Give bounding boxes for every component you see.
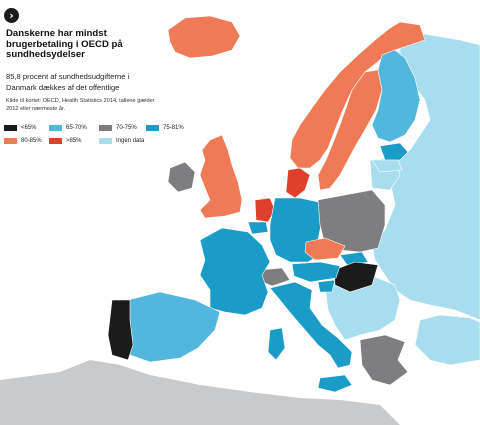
country-finland [371, 49, 421, 143]
country-slovenia [317, 279, 336, 293]
country-latvia [371, 159, 403, 173]
country-belgium [247, 221, 269, 235]
chevron-right-icon[interactable]: › [4, 8, 19, 23]
legend-label-gt85: >85% [66, 138, 82, 144]
legend-item-lt65: <65% [4, 125, 37, 131]
island-sardinia [267, 327, 286, 361]
legend-swatch-65-70 [49, 125, 62, 131]
page-subtitle: 85,8 procent af sundhedsudgifterne i Dan… [6, 72, 130, 92]
legend-label-80-85: 80-85% [21, 138, 42, 144]
legend-swatch-70-75 [99, 125, 112, 131]
legend-item-80-85: 80-85% [4, 138, 42, 144]
country-norway [289, 21, 426, 169]
country-france [199, 227, 271, 316]
africa-landmass [0, 360, 400, 425]
legend-item-65-70: 65-70% [49, 125, 87, 131]
legend-item-70-75: 70-75% [99, 125, 137, 131]
legend-swatch-gt85 [49, 138, 62, 144]
country-hungary [333, 261, 379, 293]
country-italy [269, 281, 353, 369]
country-austria [291, 261, 341, 283]
country-sweden [317, 69, 383, 191]
country-czech-republic [304, 237, 346, 261]
country-united-kingdom [199, 134, 243, 219]
country-estonia [379, 142, 409, 161]
legend-label-nodata: Ingen data [116, 138, 145, 144]
country-spain [127, 291, 221, 363]
country-iceland [167, 15, 241, 59]
legend-swatch-75-81 [146, 125, 159, 131]
legend-swatch-nodata [99, 138, 112, 144]
country-ireland [167, 161, 196, 193]
legend-swatch-80-85 [4, 138, 17, 144]
legend-item-gt85: >85% [49, 138, 82, 144]
page-title: Danskerne har mindst brugerbetaling i OE… [6, 28, 123, 61]
island-sicily [317, 374, 353, 393]
legend-label-75-81: 75-81% [163, 125, 184, 131]
country-portugal [107, 299, 134, 361]
turkey-landmass [414, 314, 480, 366]
country-denmark [285, 167, 311, 199]
legend-label-lt65: <65% [21, 125, 37, 131]
country-greece [359, 334, 409, 386]
legend-swatch-lt65 [4, 125, 17, 131]
legend-item-nodata: Ingen data [99, 138, 144, 144]
source-note: Kilde til kortet: OECD, Health Statistic… [6, 98, 155, 112]
legend-label-70-75: 70-75% [116, 125, 137, 131]
legend-label-65-70: 65-70% [66, 125, 87, 131]
legend-item-75-81: 75-81% [146, 125, 184, 131]
